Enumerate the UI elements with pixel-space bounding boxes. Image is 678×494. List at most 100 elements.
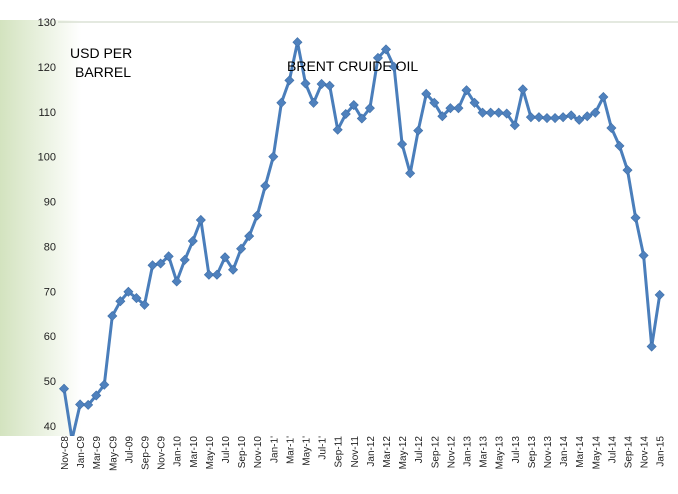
- data-point: [163, 251, 174, 262]
- data-point: [493, 107, 504, 118]
- data-point: [252, 210, 263, 221]
- data-point: [115, 296, 126, 307]
- data-point: [260, 180, 271, 191]
- x-tick-label: Jan-12: [366, 436, 377, 467]
- data-point: [389, 61, 400, 72]
- data-point: [268, 151, 279, 162]
- data-point: [654, 289, 665, 300]
- x-tick-label: Jan-15: [656, 436, 667, 467]
- data-point: [195, 214, 206, 225]
- x-tick-label: Mar-C9: [92, 436, 103, 470]
- data-point: [574, 114, 585, 125]
- data-point: [405, 168, 416, 179]
- data-point: [445, 103, 456, 114]
- y-tick-label: 60: [44, 331, 56, 343]
- data-point: [397, 139, 408, 150]
- data-point: [219, 252, 231, 263]
- data-point: [477, 107, 488, 118]
- y-tick-label: 80: [44, 241, 56, 253]
- x-tick-label: May-1': [302, 436, 313, 466]
- data-point: [91, 390, 102, 401]
- x-tick-label: Nov-C8: [60, 436, 71, 470]
- x-tick-label: Mar-1': [285, 436, 296, 464]
- x-tick-label: Jul-14: [607, 436, 618, 464]
- data-point: [566, 110, 577, 121]
- x-tick-label: May-13: [495, 436, 506, 470]
- data-point: [70, 434, 74, 436]
- x-tick-label: Nov-10: [253, 436, 264, 469]
- series-layer: [58, 37, 665, 436]
- data-point: [517, 84, 528, 95]
- x-tick-label: Sep-13: [527, 436, 538, 469]
- data-point: [203, 269, 214, 280]
- data-point: [83, 399, 94, 410]
- data-point: [429, 97, 440, 108]
- data-point: [541, 113, 553, 124]
- data-point: [99, 379, 110, 390]
- data-point: [244, 231, 255, 242]
- data-point: [340, 108, 351, 120]
- data-point: [131, 293, 142, 304]
- data-point: [606, 122, 617, 133]
- x-tick-label: Mar-13: [479, 436, 490, 468]
- data-point: [228, 264, 239, 275]
- x-tick-label: May-10: [205, 436, 216, 470]
- x-tick-label: Nov-13: [543, 436, 554, 469]
- data-point: [292, 37, 303, 48]
- x-tick-label: Mar-14: [575, 436, 586, 468]
- data-point: [356, 113, 367, 124]
- data-point: [525, 112, 536, 123]
- x-tick-label: Mar-12: [382, 436, 393, 468]
- data-point: [139, 299, 150, 310]
- data-point: [590, 107, 601, 118]
- data-point: [107, 310, 118, 322]
- data-point: [638, 250, 649, 261]
- data-point: [509, 120, 520, 131]
- unit-label-line1: USD PER: [70, 45, 132, 61]
- data-point: [421, 88, 432, 99]
- x-tick-label: Jul-1': [318, 436, 329, 460]
- x-tick-label: Sep-C9: [141, 436, 152, 470]
- x-tick-label: Sep-10: [237, 436, 248, 469]
- data-point: [316, 78, 327, 89]
- x-tick-label: Jul-13: [511, 436, 522, 464]
- x-tick-label: Sep-14: [624, 436, 635, 469]
- data-point: [211, 269, 222, 280]
- x-tick-label: Jul-12: [414, 436, 425, 464]
- data-point: [622, 165, 633, 176]
- data-point: [300, 78, 311, 89]
- data-point: [179, 254, 190, 265]
- x-tick-label: Jan-13: [463, 436, 474, 467]
- unit-label-line2: BARREL: [75, 64, 131, 80]
- y-tick-label: 70: [44, 286, 56, 298]
- data-point: [236, 243, 247, 254]
- data-point: [485, 107, 496, 118]
- data-point: [598, 91, 609, 102]
- data-point: [646, 341, 657, 352]
- data-point: [75, 399, 86, 410]
- data-point: [308, 97, 319, 108]
- x-tick-label: May-14: [591, 436, 602, 470]
- x-tick-label: Jan-C9: [76, 436, 87, 469]
- data-point: [380, 44, 392, 55]
- x-tick-label: Nov-14: [640, 436, 651, 469]
- y-tick-label: 90: [44, 197, 56, 209]
- data-point: [461, 85, 472, 96]
- data-point: [276, 97, 287, 108]
- y-tick-label: 130: [38, 17, 56, 29]
- x-tick-label: May-12: [398, 436, 409, 470]
- series-annotation: BRENT CRUIDE OIL: [287, 58, 418, 74]
- data-point: [364, 103, 375, 114]
- y-axis: 40 50 60 70 80 90 100 110 120 130: [38, 17, 56, 433]
- data-point: [348, 100, 359, 111]
- x-tick-label: Jan-14: [559, 436, 570, 467]
- data-point: [630, 212, 641, 223]
- x-tick-label: Jan-10: [173, 436, 184, 467]
- y-tick-label: 50: [44, 376, 56, 388]
- data-point: [582, 111, 593, 122]
- data-point: [147, 260, 158, 271]
- x-tick-label: Jul-10: [221, 436, 232, 464]
- data-point: [332, 124, 343, 135]
- data-point: [284, 75, 295, 86]
